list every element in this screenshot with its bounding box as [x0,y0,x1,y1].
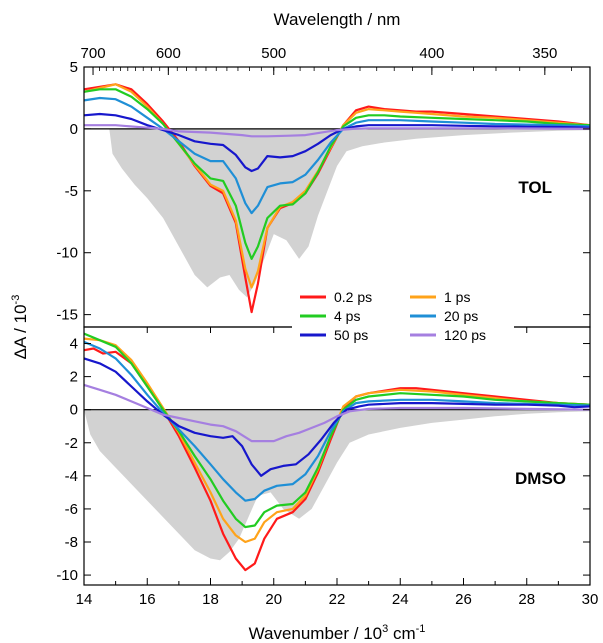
y-tick-label-tol: 0 [70,121,78,138]
axis-text-layer: Wavelength / nm Wavenumber / 103 cm-1 ΔA… [10,10,598,643]
legend-label: 4 ps [334,308,360,324]
x-tick-label: 20 [265,591,282,608]
x-axis-title: Wavenumber / 103 cm-1 [249,623,426,643]
x-tick-label: 28 [518,591,535,608]
series-line-tol-4-ps [83,88,591,260]
top-tick-label: 500 [261,45,286,62]
top-tick-label: 700 [81,45,106,62]
panel-label-tol: TOL [518,178,552,197]
top-axis-title: Wavelength / nm [274,10,401,29]
series-line-dmso-20-ps [83,340,591,502]
x-tick-label: 18 [202,591,219,608]
y-tick-label-tol: -15 [56,307,78,324]
bleach-area-tol [109,128,591,298]
x-tick-label: 30 [582,591,599,608]
x-tick-label: 16 [139,591,156,608]
legend-label: 50 ps [334,327,368,343]
x-tick-label: 22 [329,591,346,608]
y-tick-label-dmso: 4 [70,336,78,353]
series-line-dmso-1-ps [83,337,591,544]
legend-background [292,280,514,356]
y-tick-label-dmso: -2 [65,435,78,452]
legend-label: 1 ps [444,289,470,305]
y-tick-label-dmso: 2 [70,369,78,386]
y-axis-title: ΔA / 10-3 [10,295,30,360]
kinetic-traces-layer [83,83,591,572]
series-line-dmso-120-ps [83,383,591,443]
panel-label-dmso: DMSO [515,469,566,488]
y-tick-label-tol: -5 [65,183,78,200]
legend-label: 120 ps [444,327,486,343]
series-line-dmso-4-ps [83,332,591,529]
x-tick-label: 14 [76,591,93,608]
legend-label: 0.2 ps [334,289,372,305]
x-tick-label: 24 [392,591,409,608]
legend: 0.2 ps 1 ps 4 ps 20 ps 50 ps 120 ps [292,280,514,356]
y-tick-label-tol: 5 [70,59,78,76]
y-tick-label-dmso: 0 [70,402,78,419]
top-tick-label: 600 [156,45,181,62]
bleach-area-dmso [84,409,590,561]
series-line-tol-20-ps [83,96,591,215]
y-tick-label-tol: -10 [56,245,78,262]
x-tick-label: 26 [455,591,472,608]
legend-label: 20 ps [444,308,478,324]
series-line-tol-120-ps [84,124,591,138]
y-tick-label-dmso: -10 [56,567,78,584]
top-tick-label: 400 [419,45,444,62]
tick-marks-layer [83,66,591,585]
top-tick-label: 350 [532,45,557,62]
y-tick-label-dmso: -6 [65,501,78,518]
y-tick-label-dmso: -8 [65,534,78,551]
y-tick-label-dmso: -4 [65,468,78,485]
